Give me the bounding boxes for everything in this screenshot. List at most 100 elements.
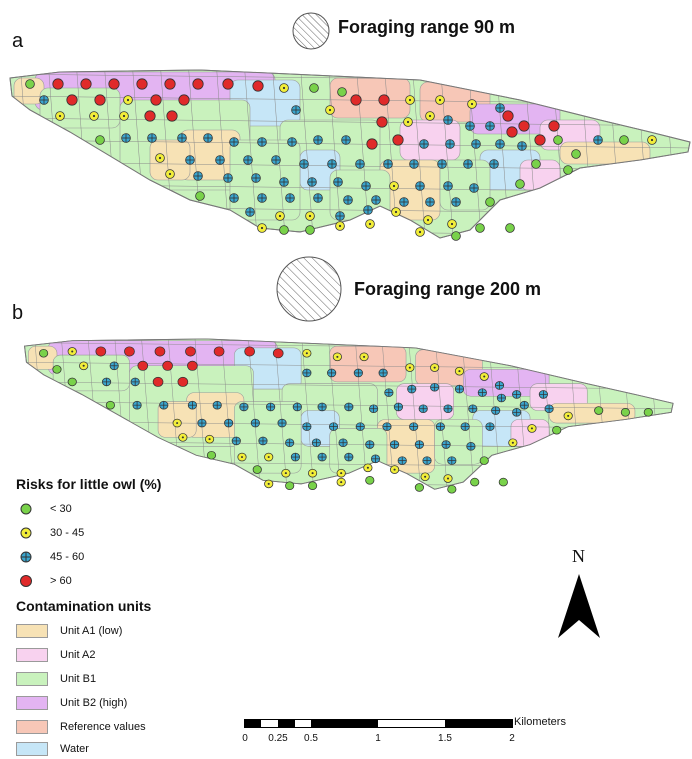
foraging-range-200-circle [276,256,342,322]
panel-b-letter: b [12,302,24,324]
sample-point [178,433,188,442]
sample-point [285,481,295,490]
sample-point [366,138,378,150]
contamination-unit-patch [396,383,455,420]
sample-point [548,120,560,132]
sample-point [193,171,203,181]
sample-point [420,472,430,482]
sample-point [338,438,348,448]
yellow-dot-icon [16,525,36,541]
sample-point [275,211,285,221]
sample-point [355,159,365,169]
sample-point [435,95,445,105]
sample-point [108,78,120,90]
sample-point [443,474,453,483]
sample-point [505,223,515,233]
sample-point [279,83,289,93]
sample-point [467,99,477,109]
sample-point [279,225,289,235]
unit-swatch [16,672,48,686]
sample-point [95,346,107,357]
sample-point [307,481,318,490]
sample-point [185,346,196,357]
sample-point [305,225,315,235]
sample-point [425,111,435,121]
sample-point [495,103,505,113]
sample-point [415,181,425,191]
sample-point [468,404,478,414]
sample-point [132,400,142,410]
contamination-unit-patch [434,419,483,465]
risk-legend-item: 30 - 45 [16,524,84,542]
sample-point [527,424,537,433]
sample-point [425,197,435,207]
sample-point [39,95,49,105]
map-panel-a [9,69,691,241]
sample-point [212,400,222,410]
sample-point [333,177,343,187]
sample-point [264,479,274,489]
sample-point [423,215,433,225]
sample-point [245,207,255,217]
sample-point [344,402,354,412]
sample-point [67,377,77,387]
sample-point [341,135,351,145]
field-boundary-line [10,227,690,237]
blue-cross-dot-icon [16,549,36,565]
sample-point [363,463,373,473]
unit-label: Unit A2 [60,649,96,661]
sample-point [479,456,489,465]
sample-point [495,139,505,149]
sample-point [471,139,481,149]
sample-point [506,126,518,138]
sample-point [299,159,309,169]
sample-point [361,181,371,191]
foraging-range-90-label: Foraging range 90 m [338,17,516,37]
north-arrow-icon [558,574,600,638]
sample-point [508,438,518,448]
sample-point [197,418,207,428]
sample-point [224,418,234,428]
green-dot-icon [16,501,36,517]
field-boundary-line [461,338,475,490]
risk-legend-item: 45 - 60 [16,548,84,566]
sample-point [203,133,213,143]
sample-point [285,438,295,448]
sample-point [494,381,505,390]
sample-point [350,94,362,106]
sample-point [123,95,133,105]
sample-point [531,159,541,169]
risk-class-label: < 30 [50,503,72,515]
sample-point [418,404,428,414]
sample-point [355,422,365,431]
sample-point [620,408,630,417]
sample-point [136,78,148,90]
sample-point [243,155,253,165]
sample-point [119,111,129,121]
sample-point [498,477,508,487]
sample-point [390,465,400,474]
unit-swatch [16,696,48,710]
scale-tick-label: 0 [242,733,248,744]
sample-point [277,418,287,428]
sample-point [430,382,440,392]
sample-point [437,159,447,169]
scale-tick-label: 0.5 [304,733,318,744]
unit-label: Reference values [60,721,146,733]
foraging-range-200-label: Foraging range 200 m [354,279,542,299]
sample-point [353,368,363,378]
sample-point [204,434,215,444]
sample-point [485,422,495,431]
sample-point [344,452,354,462]
sample-point [272,348,284,359]
sample-point [109,361,119,371]
sample-point [414,483,424,492]
unit-swatch [16,742,48,756]
sample-point [332,352,342,362]
sample-point [563,165,573,175]
sample-point [258,436,268,446]
contamination-unit-patch [329,345,407,383]
sample-point [397,456,407,465]
sample-point [392,134,404,146]
sample-point [105,400,115,410]
